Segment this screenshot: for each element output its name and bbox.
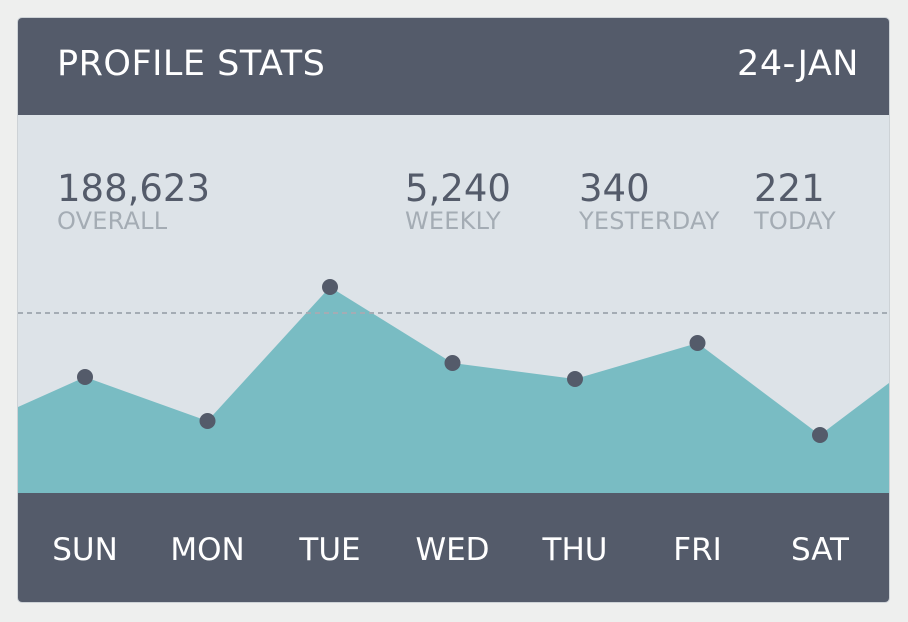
chart-area <box>18 287 889 493</box>
data-point-sun[interactable] <box>77 369 93 385</box>
data-point-wed[interactable] <box>444 355 461 371</box>
stat-today-value: 221 <box>754 167 825 210</box>
stat-weekly: 5,240 WEEKLY <box>405 170 511 233</box>
profile-stats-card: PROFILE STATS 24-JAN 188,623 OVERALL 5,2… <box>18 18 889 602</box>
stat-today: 221 TODAY <box>754 170 836 233</box>
day-label-wed: WED <box>415 532 490 568</box>
stat-yesterday-label: YESTERDAY <box>579 207 720 235</box>
day-label-sun: SUN <box>52 532 118 568</box>
stat-yesterday-value: 340 <box>579 167 650 210</box>
stat-weekly-value: 5,240 <box>405 167 511 210</box>
data-point-tue[interactable] <box>322 279 338 295</box>
weekly-area-chart <box>18 279 889 493</box>
card-header: PROFILE STATS 24-JAN <box>18 18 889 115</box>
data-point-thu[interactable] <box>567 371 583 387</box>
stat-yesterday: 340 YESTERDAY <box>579 170 720 233</box>
day-label-fri: FRI <box>673 532 722 568</box>
stat-today-label: TODAY <box>754 207 836 235</box>
card-date: 24-JAN <box>737 44 859 84</box>
data-point-mon[interactable] <box>199 413 216 429</box>
data-point-sat[interactable] <box>812 427 828 443</box>
day-label-tue: TUE <box>299 532 361 568</box>
stat-weekly-label: WEEKLY <box>405 207 501 235</box>
day-label-mon: MON <box>170 532 245 568</box>
day-label-sat: SAT <box>791 532 849 568</box>
day-label-thu: THU <box>542 532 608 568</box>
stat-overall-value: 188,623 <box>57 167 211 210</box>
day-axis: SUN MON TUE WED THU FRI SAT <box>18 493 889 602</box>
data-point-fri[interactable] <box>689 335 706 351</box>
stat-overall-label: OVERALL <box>57 207 168 235</box>
stat-overall: 188,623 OVERALL <box>57 170 210 233</box>
card-title: PROFILE STATS <box>57 44 326 84</box>
